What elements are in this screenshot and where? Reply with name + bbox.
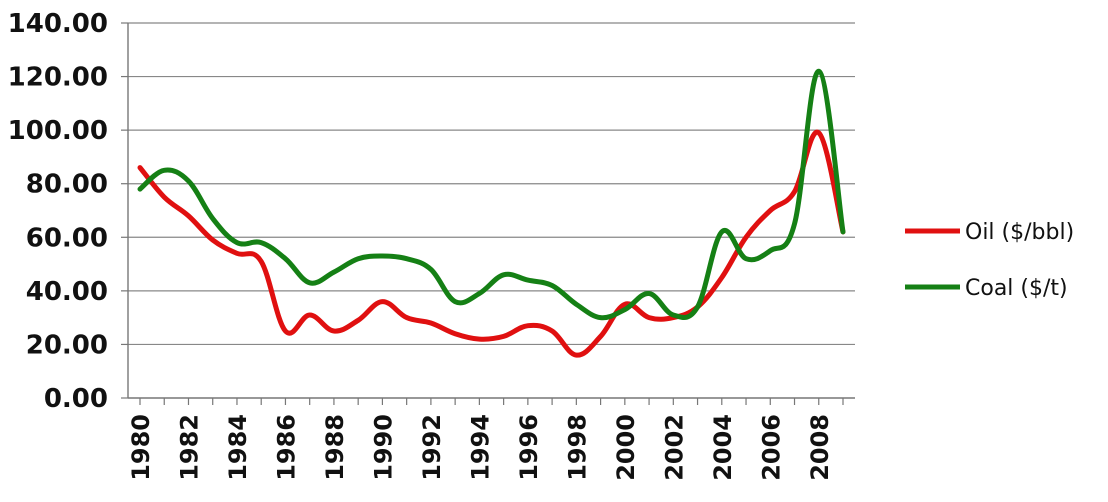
y-tick-label-2: 40.00 bbox=[26, 277, 108, 307]
x-tick-label-1986: 1986 bbox=[272, 414, 300, 481]
x-tick-label-1996: 1996 bbox=[515, 414, 543, 481]
axes bbox=[121, 22, 855, 405]
legend-label-oil: Oil ($/bbl) bbox=[965, 220, 1074, 245]
legend-label-coal: Coal ($/t) bbox=[965, 276, 1068, 301]
x-tick-label-1984: 1984 bbox=[224, 414, 252, 481]
y-tick-label-4: 80.00 bbox=[26, 170, 108, 200]
x-tick-label-1992: 1992 bbox=[418, 414, 446, 481]
gridlines bbox=[128, 22, 855, 346]
y-tick-label-7: 140.00 bbox=[8, 9, 108, 39]
series-line-coal bbox=[137, 68, 846, 321]
y-tick-label-1: 20.00 bbox=[26, 330, 108, 360]
x-tick-label-2006: 2006 bbox=[757, 414, 785, 481]
series-line-oil bbox=[137, 129, 846, 358]
y-axis-tick-labels: 0.00 20.00 40.00 60.00 80.00 100.00 120.00 140.… bbox=[8, 9, 108, 414]
x-tick-label-2004: 2004 bbox=[709, 414, 737, 481]
x-tick-label-2008: 2008 bbox=[806, 414, 834, 481]
series-lines bbox=[137, 68, 846, 358]
y-tick-label-3: 60.00 bbox=[26, 223, 108, 253]
y-tick-label-5: 100.00 bbox=[8, 116, 108, 146]
x-tick-label-1994: 1994 bbox=[466, 414, 494, 481]
legend: Oil ($/bbl) Coal ($/t) bbox=[905, 220, 1074, 301]
x-tick-label-1980: 1980 bbox=[127, 414, 155, 481]
x-axis-tick-labels: 1980 1982 1984 1986 1988 1990 1992 1994 1996 1998… bbox=[127, 414, 834, 481]
x-tick-label-1990: 1990 bbox=[369, 414, 397, 481]
y-tick-label-6: 120.00 bbox=[8, 63, 108, 93]
x-tick-label-2000: 2000 bbox=[612, 414, 640, 481]
x-tick-label-1998: 1998 bbox=[563, 414, 591, 481]
x-tick-label-2002: 2002 bbox=[660, 414, 688, 481]
x-tick-label-1988: 1988 bbox=[321, 414, 349, 481]
x-tick-label-1982: 1982 bbox=[175, 414, 203, 481]
y-tick-label-0: 0.00 bbox=[44, 384, 108, 414]
